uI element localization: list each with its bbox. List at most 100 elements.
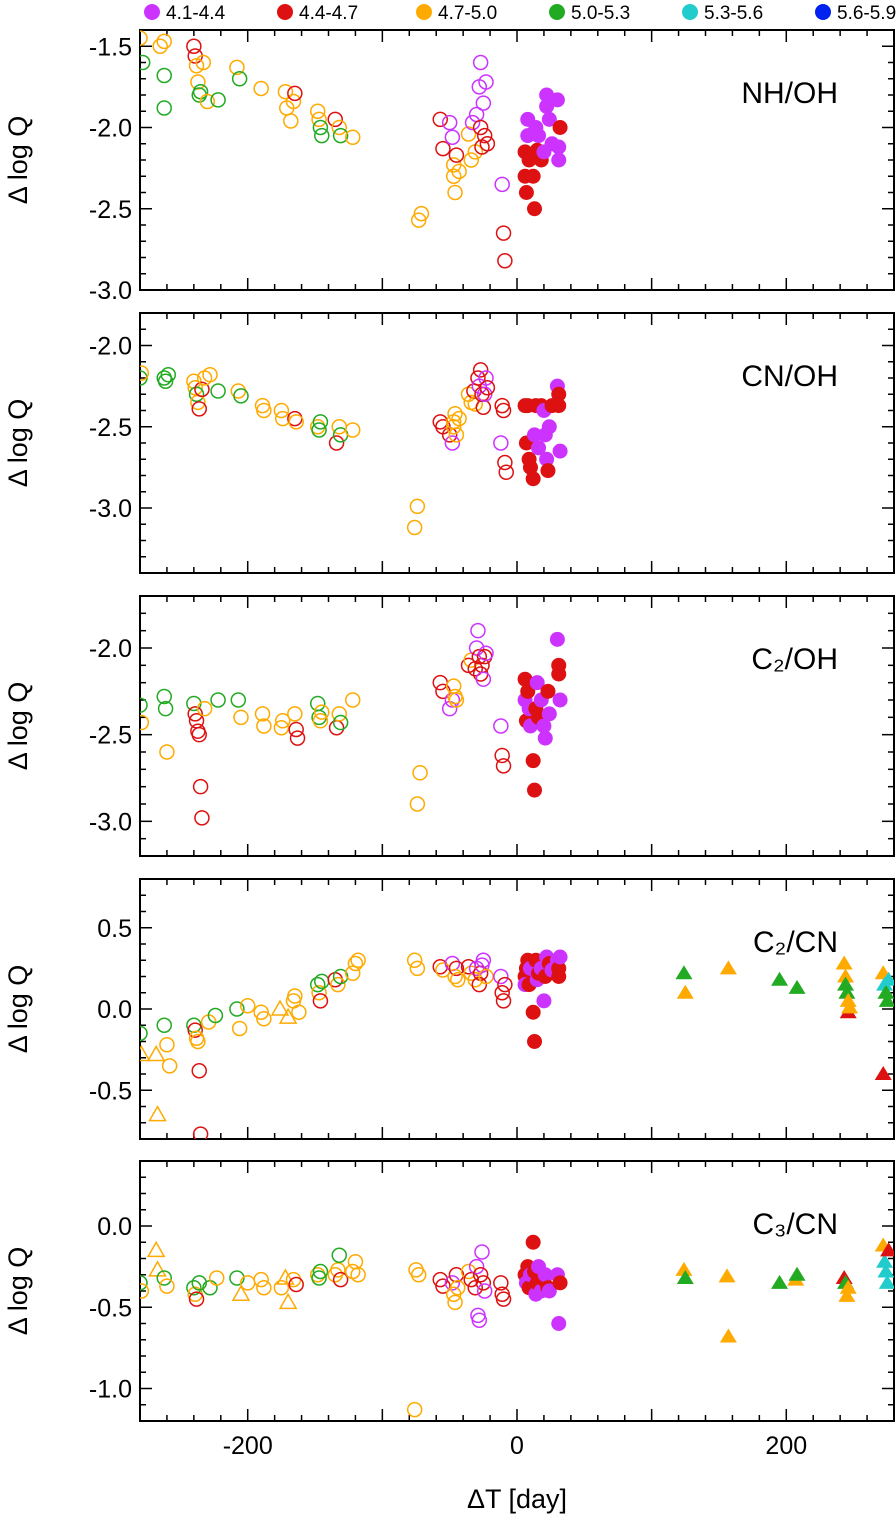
data-point-filled xyxy=(552,692,568,708)
data-point-open xyxy=(472,54,489,71)
data-point-open xyxy=(474,1244,490,1260)
panel-label: C₂/OH xyxy=(751,643,838,676)
data-point-open xyxy=(256,718,272,734)
data-point-filled-triangle xyxy=(718,1268,736,1283)
data-point-filled xyxy=(551,969,567,984)
data-point-filled xyxy=(525,471,541,487)
y-tick-label: -2.5 xyxy=(89,196,132,224)
x-tick-label: -200 xyxy=(223,1432,273,1460)
data-point-open xyxy=(432,959,449,975)
data-point-open xyxy=(157,700,174,717)
data-point-open xyxy=(468,1258,485,1275)
data-point-open xyxy=(350,952,366,968)
data-point-open xyxy=(494,747,510,764)
data-point-open xyxy=(331,119,348,136)
data-point-filled-triangle xyxy=(675,1261,693,1276)
data-point-filled xyxy=(551,386,567,402)
data-point-open xyxy=(231,1020,248,1037)
legend-item: 5.6-5.9 xyxy=(815,3,896,24)
data-point-filled xyxy=(525,1234,541,1250)
legend-item: 4.7-5.0 xyxy=(416,3,497,24)
data-point-open xyxy=(332,1271,349,1288)
data-point-open xyxy=(350,1267,366,1283)
data-point-open xyxy=(288,721,304,738)
data-point-open xyxy=(472,362,489,378)
data-point-open xyxy=(287,988,303,1004)
y-tick-label: -2.5 xyxy=(89,414,132,442)
data-point-open xyxy=(156,1270,172,1286)
data-point-filled xyxy=(525,753,541,769)
data-point-open xyxy=(314,127,330,144)
data-point-filled-triangle xyxy=(839,992,857,1007)
data-point-open xyxy=(410,212,427,228)
data-point-open xyxy=(140,54,151,71)
y-tick-label: 0.5 xyxy=(97,915,132,943)
data-point-open xyxy=(432,1271,449,1288)
data-point-open xyxy=(448,960,465,977)
data-point-filled xyxy=(525,1004,541,1020)
data-point-filled-triangle xyxy=(880,1242,894,1257)
data-point-filled xyxy=(520,683,536,699)
data-point-open xyxy=(194,810,210,826)
data-point-filled xyxy=(549,92,565,108)
panel: 0.5 0.0 -0.5 Δ log Q C₂/CN xyxy=(3,878,895,1140)
data-point-open xyxy=(253,1271,269,1288)
data-point-open xyxy=(229,1270,245,1286)
data-point-open xyxy=(328,435,345,451)
data-point-open-triangle xyxy=(146,1240,166,1258)
data-point-open xyxy=(478,645,494,661)
data-point-open xyxy=(230,692,247,708)
data-point-open xyxy=(344,692,361,708)
data-point-open xyxy=(160,367,177,383)
data-point-filled xyxy=(539,98,555,114)
data-point-open xyxy=(476,1283,493,1299)
data-point-filled xyxy=(549,631,565,647)
data-point-open xyxy=(210,383,226,399)
data-point-open xyxy=(432,674,449,691)
legend-marker xyxy=(815,4,831,20)
data-point-filled-triangle xyxy=(876,1253,894,1268)
data-points xyxy=(140,30,568,269)
data-point-open xyxy=(463,152,479,168)
y-tick-label: -3.0 xyxy=(89,808,132,836)
y-tick-label: -1.0 xyxy=(89,1376,132,1404)
data-point-open xyxy=(159,1037,175,1053)
data-point-open xyxy=(314,704,330,720)
data-point-open xyxy=(330,976,346,993)
data-point-filled xyxy=(552,1275,568,1291)
data-point-open xyxy=(159,1278,175,1294)
legend-marker xyxy=(416,4,432,20)
data-point-open xyxy=(470,370,486,386)
y-tick-label: -2.0 xyxy=(89,333,132,361)
data-point-open xyxy=(156,1017,172,1033)
data-point-open xyxy=(256,402,272,419)
data-point-open xyxy=(210,692,226,708)
y-axis-title: Δ log Q xyxy=(3,116,33,205)
data-point-open xyxy=(191,1275,207,1291)
data-point-open xyxy=(406,952,423,968)
data-point-open xyxy=(409,498,426,515)
data-point-filled-triangle xyxy=(839,1279,857,1294)
data-point-open xyxy=(152,38,168,54)
data-point-filled xyxy=(551,1316,567,1331)
data-point-open xyxy=(140,697,148,713)
data-point-open xyxy=(207,1007,224,1024)
data-point-open xyxy=(229,59,245,76)
data-point-open xyxy=(475,1275,492,1291)
data-point-open xyxy=(347,1254,364,1270)
data-point-filled-triangle xyxy=(841,999,859,1014)
data-point-open xyxy=(448,427,465,443)
legend-item: 4.1-4.4 xyxy=(144,3,226,24)
data-point-open xyxy=(287,706,303,722)
y-axis-title: Δ log Q xyxy=(3,682,33,771)
legend-marker xyxy=(549,4,565,20)
x-tick-label: 0 xyxy=(510,1432,524,1460)
data-point-filled-triangle xyxy=(838,984,856,999)
data-point-open xyxy=(273,1280,290,1296)
data-point-open xyxy=(332,968,349,985)
data-point-open xyxy=(187,706,203,722)
data-point-filled xyxy=(552,120,568,135)
data-point-open xyxy=(494,985,510,1001)
data-point-open xyxy=(432,111,449,128)
data-point-open xyxy=(140,1025,148,1042)
